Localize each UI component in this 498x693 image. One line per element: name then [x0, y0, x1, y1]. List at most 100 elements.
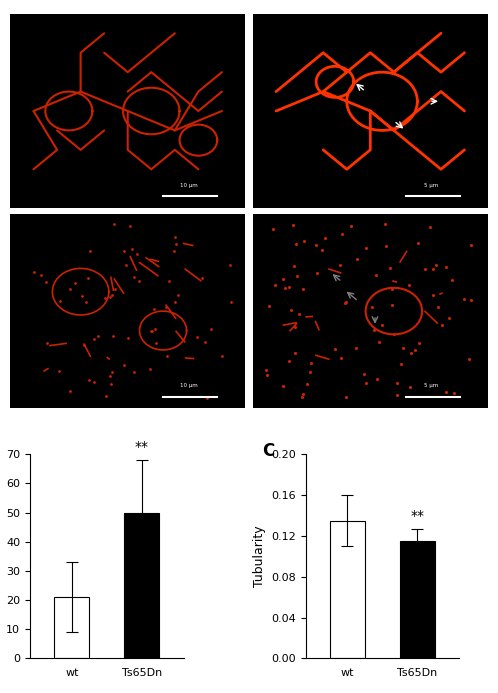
Point: [298, 392, 306, 403]
Point: [374, 374, 381, 385]
Point: [55, 365, 63, 376]
Point: [386, 263, 394, 274]
Point: [370, 324, 378, 335]
Point: [429, 290, 437, 301]
Point: [123, 260, 130, 271]
Point: [281, 283, 289, 294]
Point: [388, 283, 396, 295]
Point: [102, 390, 110, 401]
Point: [307, 358, 315, 369]
Point: [198, 272, 206, 283]
Point: [399, 342, 407, 353]
Point: [321, 232, 329, 243]
Point: [299, 283, 307, 295]
Point: [101, 293, 109, 304]
Point: [381, 218, 389, 229]
Point: [165, 276, 173, 287]
Point: [43, 337, 51, 349]
Point: [393, 389, 401, 401]
Point: [397, 358, 405, 369]
Point: [37, 270, 45, 281]
Point: [404, 280, 412, 291]
Point: [406, 381, 414, 392]
Point: [353, 253, 361, 264]
Point: [467, 240, 475, 251]
Point: [218, 351, 226, 362]
Point: [372, 269, 379, 280]
Text: **: **: [134, 440, 149, 454]
Point: [95, 331, 103, 342]
Point: [106, 370, 114, 381]
Text: 5 μm: 5 μm: [424, 183, 439, 188]
Point: [338, 228, 346, 239]
Point: [128, 243, 136, 254]
Point: [170, 246, 178, 257]
Point: [109, 331, 117, 342]
Point: [293, 271, 301, 282]
Point: [432, 260, 440, 271]
Point: [331, 343, 339, 354]
Point: [86, 246, 94, 257]
Point: [445, 313, 453, 324]
Point: [450, 387, 458, 398]
Point: [78, 290, 86, 301]
Point: [56, 296, 64, 307]
Point: [279, 380, 287, 391]
Point: [133, 248, 141, 259]
Point: [145, 363, 153, 374]
Point: [393, 377, 401, 388]
Point: [378, 319, 386, 331]
Point: [337, 352, 345, 363]
Point: [467, 295, 475, 306]
Point: [227, 296, 235, 307]
Text: 10 μm: 10 μm: [180, 183, 198, 188]
Point: [362, 378, 370, 389]
Y-axis label: Tubularity: Tubularity: [252, 525, 265, 587]
Point: [201, 337, 209, 348]
Point: [84, 272, 92, 283]
Point: [313, 267, 321, 279]
Point: [193, 331, 201, 342]
Point: [126, 220, 134, 231]
Point: [300, 235, 308, 246]
Point: [270, 279, 278, 290]
Point: [152, 337, 160, 349]
Point: [299, 388, 307, 399]
Point: [442, 261, 450, 272]
Point: [171, 296, 179, 307]
Point: [130, 366, 138, 377]
Point: [347, 220, 355, 231]
Point: [426, 222, 434, 233]
Point: [434, 301, 442, 313]
Point: [306, 367, 314, 378]
Point: [71, 277, 79, 288]
Point: [111, 283, 119, 295]
Point: [415, 337, 423, 349]
Point: [318, 245, 326, 256]
Point: [226, 259, 234, 270]
Point: [442, 386, 450, 397]
Point: [207, 323, 215, 334]
Point: [42, 277, 50, 288]
Point: [360, 368, 368, 379]
Point: [172, 238, 180, 249]
Text: 10 μm: 10 μm: [180, 383, 198, 388]
Point: [287, 305, 295, 316]
Point: [66, 283, 74, 295]
Point: [80, 340, 88, 351]
Point: [388, 299, 396, 310]
Point: [362, 243, 370, 254]
Point: [108, 289, 116, 300]
Text: A: A: [17, 19, 30, 37]
Bar: [400, 541, 435, 658]
Point: [85, 374, 93, 385]
Point: [465, 353, 473, 365]
Point: [148, 326, 156, 337]
Bar: [330, 520, 365, 658]
Point: [290, 261, 298, 272]
Point: [279, 274, 287, 285]
Point: [30, 267, 38, 278]
Point: [312, 240, 320, 251]
Text: 5 μm: 5 μm: [424, 383, 439, 388]
Text: **: **: [410, 509, 424, 523]
